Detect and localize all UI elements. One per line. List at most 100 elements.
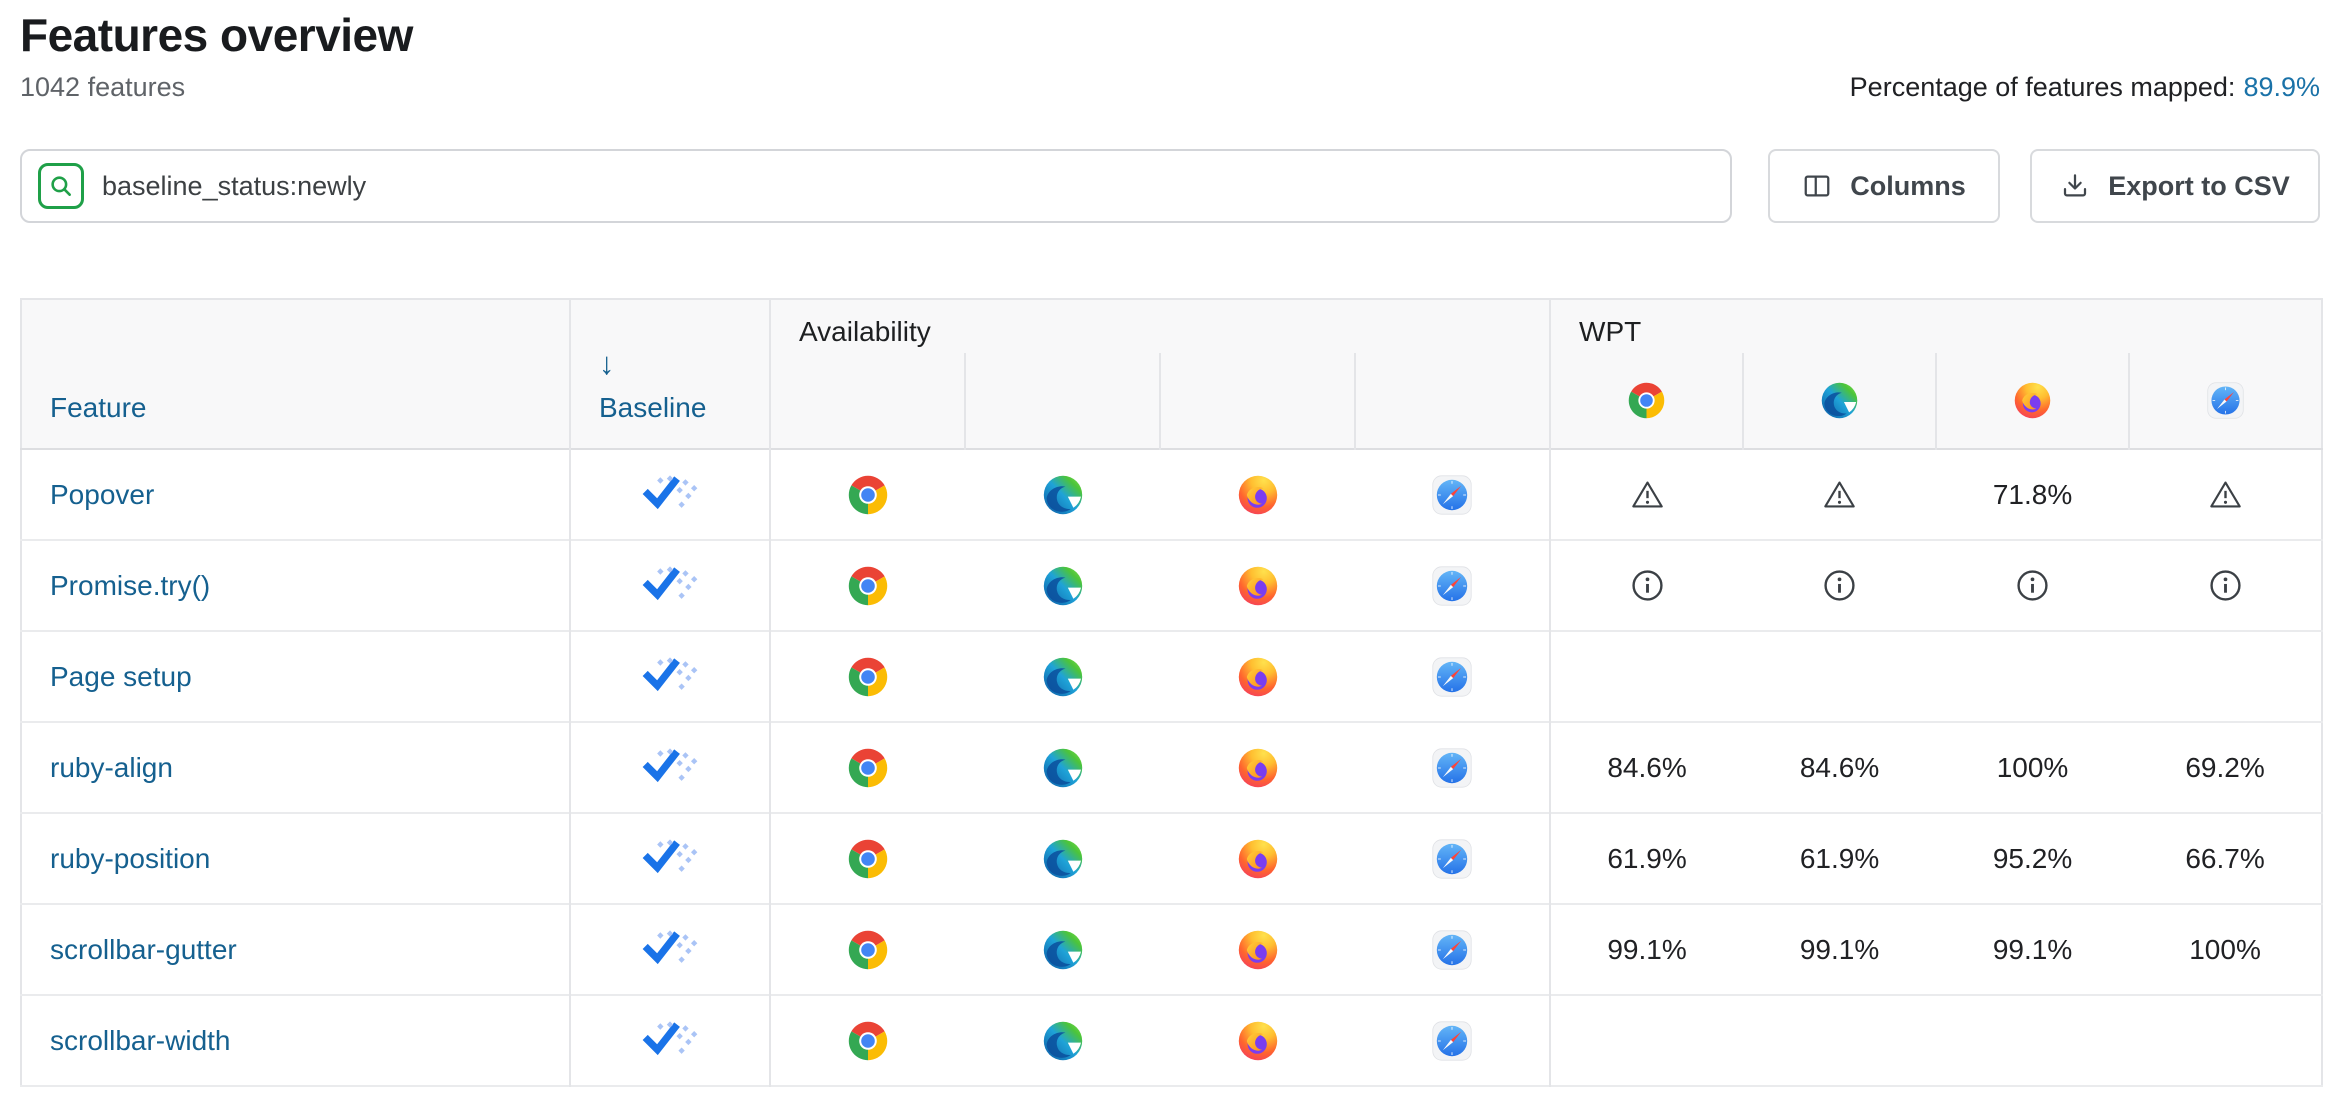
wpt-cell-safari: 69.2% (2129, 722, 2322, 813)
warning-icon[interactable] (1631, 481, 1664, 508)
baseline-sort-link[interactable]: Baseline (599, 392, 707, 423)
wpt-cell-chrome (1549, 631, 1744, 722)
mapped-percentage-label: Percentage of features mapped: (1849, 72, 2236, 102)
columns-button[interactable]: Columns (1768, 149, 2000, 223)
toolbar: Columns Export to CSV (20, 149, 2320, 223)
availability-cell-edge (965, 813, 1160, 904)
baseline-cell (569, 995, 770, 1086)
table-row: ruby-align 84.6% 84.6% 100% 69.2% (21, 722, 2323, 813)
info-icon[interactable] (2016, 570, 2049, 601)
safari-icon (2207, 382, 2244, 419)
availability-cell-firefox (1160, 904, 1355, 995)
wpt-score: 100% (2189, 933, 2261, 965)
availability-cell-firefox (1160, 540, 1355, 631)
wpt-cell-edge: 99.1% (1743, 904, 1936, 995)
wpt-cell-chrome (1549, 995, 1744, 1086)
export-csv-button-label: Export to CSV (2108, 170, 2290, 201)
availability-subheader (1159, 353, 1355, 449)
firefox-icon (1238, 930, 1278, 969)
feature-cell: ruby-align (21, 722, 570, 813)
availability-cell-chrome (769, 995, 965, 1086)
baseline-cell (569, 449, 770, 540)
column-group-wpt: WPT (1549, 299, 2323, 353)
table-subheader-row (21, 353, 2323, 449)
wpt-cell-chrome: 99.1% (1549, 904, 1744, 995)
availability-subheader (769, 353, 965, 449)
search-icon (38, 163, 84, 209)
availability-cell-safari (1355, 540, 1550, 631)
firefox-icon (1238, 748, 1278, 787)
chrome-icon (848, 566, 888, 605)
wpt-cell-edge: 61.9% (1743, 813, 1936, 904)
availability-cell-safari (1355, 995, 1550, 1086)
firefox-icon (2014, 382, 2051, 419)
page-header: Features overview 1042 features Percenta… (20, 0, 2320, 103)
chrome-icon (848, 930, 888, 969)
info-icon[interactable] (1631, 570, 1664, 601)
feature-cell: Popover (21, 449, 570, 540)
page-title: Features overview (20, 9, 413, 61)
warning-icon[interactable] (2209, 481, 2242, 508)
feature-link[interactable]: Promise.try() (50, 569, 211, 601)
availability-cell-firefox (1160, 631, 1355, 722)
mapped-percentage-link[interactable]: 89.9% (2243, 72, 2320, 102)
chrome-icon (848, 657, 888, 696)
baseline-cell (569, 813, 770, 904)
baseline-cell (569, 540, 770, 631)
availability-cell-chrome (769, 631, 965, 722)
feature-link[interactable]: scrollbar-width (50, 1024, 231, 1056)
wpt-cell-safari (2129, 995, 2322, 1086)
edge-icon (1043, 839, 1083, 878)
wpt-header-firefox (1935, 353, 2130, 449)
feature-sort-link[interactable]: Feature (50, 392, 147, 423)
availability-cell-firefox (1160, 449, 1355, 540)
edge-icon (1043, 657, 1083, 696)
safari-icon (1432, 1020, 1472, 1061)
table-row: Popover 71.8% (21, 449, 2323, 540)
availability-cell-chrome (769, 813, 965, 904)
feature-link[interactable]: ruby-align (50, 751, 173, 783)
wpt-cell-firefox: 99.1% (1936, 904, 2129, 995)
search-input[interactable] (102, 170, 1730, 202)
firefox-icon (1238, 566, 1278, 605)
wpt-header-chrome (1549, 353, 1744, 449)
firefox-icon (1238, 475, 1278, 514)
wpt-cell-edge (1743, 631, 1936, 722)
search-box[interactable] (20, 149, 1732, 223)
wpt-score: 61.9% (1607, 842, 1687, 874)
column-header-feature: Feature (21, 299, 570, 449)
availability-cell-chrome (769, 540, 965, 631)
chrome-icon (1628, 382, 1665, 419)
wpt-score: 100% (1996, 751, 2069, 783)
download-icon (2064, 174, 2087, 197)
edge-icon (1043, 475, 1083, 514)
firefox-icon (1238, 1021, 1278, 1060)
wpt-score: 99.1% (1799, 933, 1880, 965)
baseline-newly-icon (641, 747, 699, 782)
wpt-cell-firefox (1936, 995, 2129, 1086)
wpt-score: 66.7% (2185, 842, 2265, 874)
info-icon[interactable] (1823, 570, 1856, 601)
sort-descending-icon: ↓ (599, 346, 615, 381)
feature-link[interactable]: Popover (50, 478, 155, 510)
feature-cell: Page setup (21, 631, 570, 722)
availability-cell-chrome (769, 449, 965, 540)
info-icon[interactable] (2209, 570, 2242, 601)
wpt-score: 84.6% (1607, 751, 1687, 783)
table-row: Page setup (21, 631, 2323, 722)
export-csv-button[interactable]: Export to CSV (2030, 149, 2320, 223)
baseline-newly-icon (641, 656, 699, 691)
feature-link[interactable]: ruby-position (50, 842, 211, 874)
feature-link[interactable]: scrollbar-gutter (50, 933, 237, 965)
feature-link[interactable]: Page setup (50, 660, 192, 692)
columns-button-label: Columns (1850, 170, 1966, 201)
wpt-cell-safari: 66.7% (2129, 813, 2322, 904)
availability-cell-edge (965, 540, 1160, 631)
edge-icon (1043, 566, 1083, 605)
warning-icon[interactable] (1823, 481, 1856, 508)
baseline-newly-icon (641, 1020, 699, 1055)
availability-cell-firefox (1160, 995, 1355, 1086)
feature-count: 1042 features (20, 72, 186, 102)
wpt-cell-safari (2129, 631, 2322, 722)
baseline-cell (569, 722, 770, 813)
